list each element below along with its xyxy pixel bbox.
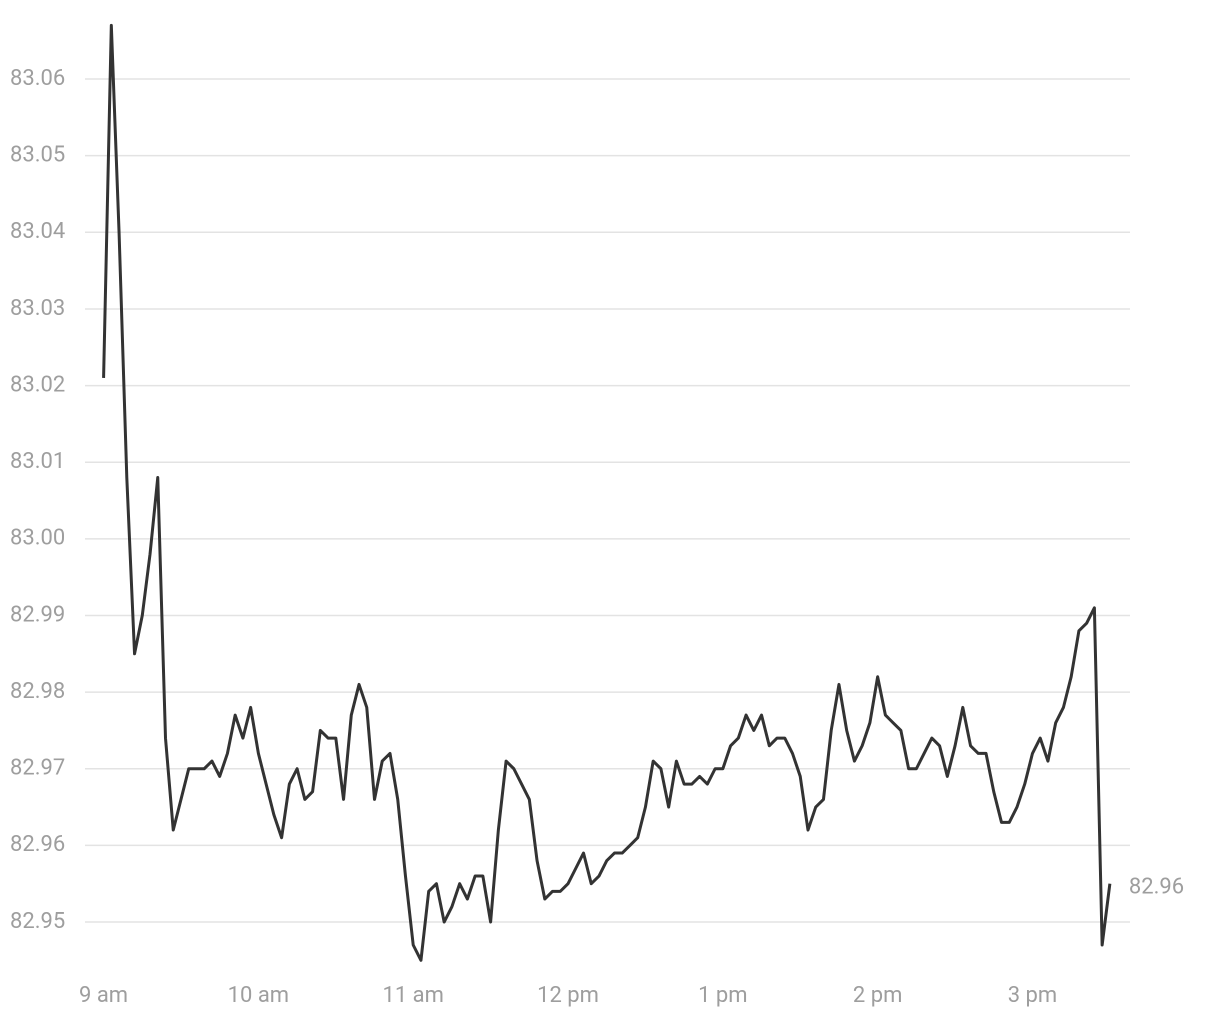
- y-tick-label: 82.95: [10, 909, 65, 934]
- x-tick-label: 1 pm: [698, 983, 747, 1008]
- y-tick-label: 83.01: [10, 449, 65, 474]
- y-tick-label: 82.96: [10, 832, 65, 857]
- y-tick-label: 82.99: [10, 602, 65, 627]
- x-tick-label: 11 am: [382, 983, 443, 1008]
- price-line: [102, 23, 1112, 962]
- x-tick-label: 10 am: [228, 983, 289, 1008]
- y-tick-label: 83.04: [10, 219, 65, 244]
- x-tick-label: 3 pm: [1008, 983, 1057, 1008]
- y-tick-label: 83.05: [10, 142, 65, 167]
- x-tick-label: 12 pm: [537, 983, 599, 1008]
- y-tick-label: 82.98: [10, 679, 65, 704]
- y-tick-label: 83.06: [10, 66, 65, 91]
- y-tick-label: 83.00: [10, 526, 65, 551]
- last-price-label: 82.96: [1129, 875, 1184, 900]
- y-tick-label: 83.03: [10, 296, 65, 321]
- y-tick-label: 82.97: [10, 756, 65, 781]
- y-tick-label: 83.02: [10, 372, 65, 397]
- x-tick-label: 2 pm: [853, 983, 902, 1008]
- x-tick-label: 9 am: [79, 983, 128, 1008]
